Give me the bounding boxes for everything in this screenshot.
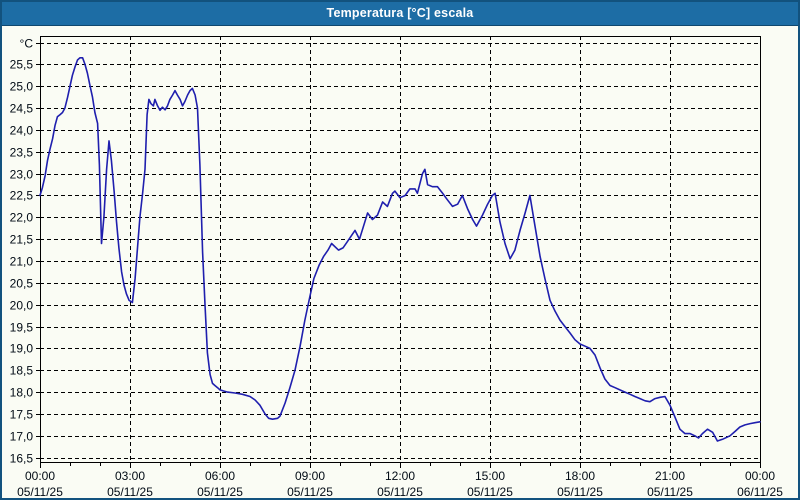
y-axis-label: 23,5 xyxy=(10,146,34,160)
x-axis-date-label: 05/11/25 xyxy=(557,485,603,499)
x-axis-date-label: 05/11/25 xyxy=(377,485,423,499)
x-axis-date-label: 06/11/25 xyxy=(737,485,783,499)
y-axis-label: 24,5 xyxy=(10,102,34,116)
x-axis-date-label: 05/11/25 xyxy=(647,485,693,499)
temperature-line xyxy=(39,56,761,442)
x-axis-time-label: 06:00 xyxy=(205,469,235,483)
y-axis-label: 18,5 xyxy=(10,364,34,378)
plot-frame xyxy=(40,36,761,463)
y-axis-label: 18,0 xyxy=(10,386,34,400)
y-axis-label: 17,5 xyxy=(10,408,34,422)
chart-title-bar: Temperatura [°C] escala xyxy=(0,0,800,26)
x-axis-date-label: 05/11/25 xyxy=(467,485,513,499)
y-axis-label: 22,5 xyxy=(10,189,34,203)
x-axis-date-label: 05/11/25 xyxy=(107,485,153,499)
y-axis-label: 23,0 xyxy=(10,168,34,182)
y-axis-label: 25,5 xyxy=(10,58,34,72)
y-axis-label: 16,5 xyxy=(10,452,34,466)
x-axis-date-label: 05/11/25 xyxy=(17,485,63,499)
x-axis-time-label: 09:00 xyxy=(295,469,325,483)
x-axis-time-label: 00:00 xyxy=(745,469,775,483)
y-axis-label: 24,0 xyxy=(10,124,34,138)
y-axis-label: 17,0 xyxy=(10,430,34,444)
y-axis-label: 20,5 xyxy=(10,277,34,291)
x-axis-time-label: 18:00 xyxy=(565,469,595,483)
x-axis-time-label: 21:00 xyxy=(655,469,685,483)
y-axis-label: 25,0 xyxy=(10,80,34,94)
x-axis-date-label: 05/11/25 xyxy=(287,485,333,499)
x-axis-time-label: 15:00 xyxy=(475,469,505,483)
y-axis-label: 22,0 xyxy=(10,211,34,225)
x-axis-time-label: 00:00 xyxy=(25,469,55,483)
y-axis-label: 20,0 xyxy=(10,299,34,313)
y-axis-label: 21,5 xyxy=(10,233,34,247)
x-axis-date-label: 05/11/25 xyxy=(197,485,243,499)
chart-title: Temperatura [°C] escala xyxy=(326,5,474,20)
y-axis-label: 19,0 xyxy=(10,342,34,356)
y-axis-label: 19,5 xyxy=(10,321,34,335)
y-axis-label: °C xyxy=(20,37,34,51)
y-axis-label: 21,0 xyxy=(10,255,34,269)
x-axis-time-label: 12:00 xyxy=(385,469,415,483)
x-axis-time-label: 03:00 xyxy=(115,469,145,483)
